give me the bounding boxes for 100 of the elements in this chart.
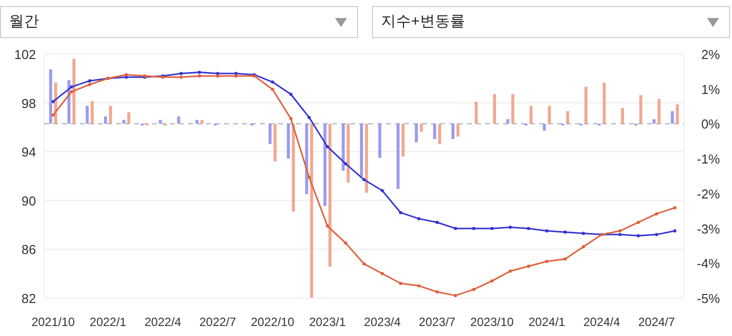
- bar: [438, 124, 442, 144]
- point: [180, 72, 183, 76]
- point: [417, 284, 420, 288]
- bar: [292, 124, 295, 212]
- point: [636, 234, 640, 238]
- point: [216, 74, 220, 78]
- bar: [86, 106, 89, 124]
- point: [270, 88, 274, 91]
- point: [344, 162, 348, 166]
- bar: [451, 124, 454, 140]
- y2-tick-label: -4%: [696, 256, 720, 272]
- bar: [433, 124, 436, 140]
- point: [88, 79, 92, 82]
- bar: [109, 106, 112, 124]
- point: [472, 288, 476, 292]
- x-tick-label: 2022/1: [90, 315, 127, 329]
- y2-tick-label: -2%: [696, 186, 720, 202]
- bar: [621, 108, 624, 124]
- point: [636, 220, 640, 224]
- bar: [305, 124, 308, 194]
- point: [436, 290, 439, 294]
- bar: [49, 69, 52, 124]
- bar: [670, 111, 674, 124]
- bar: [420, 124, 423, 132]
- bar: [360, 124, 363, 177]
- bar: [566, 111, 570, 124]
- line-series: [52, 70, 676, 238]
- bar: [396, 124, 400, 189]
- bar: [90, 101, 94, 124]
- bar: [342, 124, 345, 171]
- point: [289, 117, 292, 120]
- bar: [274, 124, 277, 162]
- bar: [378, 124, 382, 158]
- y2-tick-label: -3%: [696, 221, 720, 236]
- bar: [346, 124, 350, 183]
- bar: [474, 102, 478, 124]
- x-tick-label: 2022/4: [144, 315, 182, 329]
- bar: [542, 124, 546, 131]
- point: [582, 245, 586, 248]
- point: [526, 264, 530, 268]
- point: [180, 76, 183, 79]
- bar: [365, 124, 368, 193]
- x-tick-label: 2024/4: [583, 315, 620, 329]
- bar: [676, 104, 679, 124]
- point: [344, 242, 348, 245]
- bar: [195, 120, 198, 124]
- point: [654, 232, 658, 236]
- point: [124, 73, 128, 76]
- y-tick-label: 90: [22, 193, 36, 208]
- point: [362, 178, 366, 182]
- point: [490, 279, 494, 283]
- point: [398, 211, 402, 214]
- bar: [177, 116, 180, 124]
- line-series: [52, 73, 676, 298]
- bar: [328, 124, 332, 267]
- point: [52, 113, 55, 117]
- point: [88, 82, 92, 86]
- point: [198, 74, 202, 78]
- bar: [456, 124, 460, 137]
- bar: [323, 124, 326, 206]
- bar: [506, 119, 510, 124]
- point: [564, 257, 567, 261]
- y-tick-label: 98: [22, 96, 36, 111]
- bar: [584, 86, 588, 124]
- bar: [414, 124, 418, 142]
- point: [289, 92, 292, 96]
- text: 월간: [9, 13, 39, 30]
- bar: [268, 124, 272, 144]
- x-tick-label: 2024/1: [528, 315, 566, 329]
- bar: [72, 58, 76, 124]
- x-tick-label: 2023/1: [309, 315, 346, 329]
- y2-tick-label: 1%: [701, 82, 720, 97]
- point: [380, 272, 384, 276]
- point: [198, 70, 202, 74]
- bar: [127, 112, 130, 124]
- point: [380, 189, 384, 192]
- point: [472, 226, 476, 230]
- point: [582, 232, 586, 235]
- point: [508, 270, 512, 273]
- bar: [104, 116, 107, 124]
- bar: [493, 94, 496, 124]
- bar: [286, 124, 290, 159]
- y2-tick-label: 0%: [701, 116, 720, 132]
- x-tick-label: 2024/7: [638, 315, 676, 329]
- point: [454, 226, 458, 230]
- x-tick-label: 2023/4: [364, 315, 401, 329]
- y-tick-label: 86: [22, 242, 36, 258]
- bar: [602, 82, 606, 124]
- point: [308, 176, 311, 179]
- bar: [200, 120, 204, 124]
- bar: [652, 119, 656, 124]
- point: [436, 220, 439, 224]
- bar: [658, 98, 661, 124]
- y-tick-label: 102: [14, 47, 36, 62]
- text: 지수+변동률: [381, 13, 465, 30]
- x-tick-label: 2023/10: [470, 315, 514, 329]
- bar: [530, 106, 533, 124]
- x-tick-label: 2022/7: [199, 315, 236, 329]
- x-tick-label: 2023/7: [418, 315, 456, 329]
- point: [326, 224, 330, 228]
